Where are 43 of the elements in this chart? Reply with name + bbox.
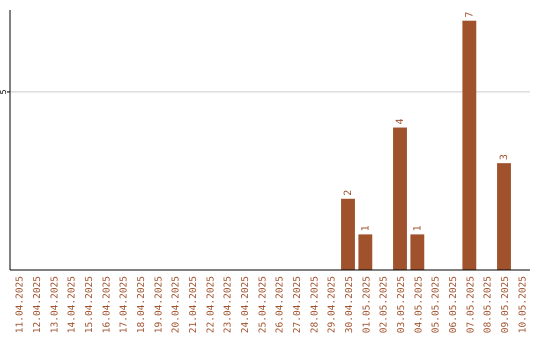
x-tick-label: 20.04.2025 bbox=[170, 276, 182, 334]
data-label: 1 bbox=[360, 225, 372, 232]
x-tick-label: 29.04.2025 bbox=[326, 276, 338, 334]
x-tick-label: 21.04.2025 bbox=[188, 276, 199, 334]
x-tick-label: 18.04.2025 bbox=[136, 276, 147, 334]
x-tick-label: 01.05.2025 bbox=[361, 276, 372, 334]
y-tick-label: 5 bbox=[0, 89, 8, 94]
bar bbox=[410, 234, 424, 270]
x-tick-label: 25.04.2025 bbox=[257, 276, 268, 334]
x-tick-label: 02.05.2025 bbox=[378, 276, 390, 334]
bar bbox=[497, 163, 511, 270]
x-tick-label: 28.04.2025 bbox=[309, 276, 320, 334]
x-tick-label: 08.05.2025 bbox=[482, 276, 494, 334]
x-tick-label: 07.05.2025 bbox=[465, 276, 476, 334]
x-tick-label: 12.04.2025 bbox=[32, 276, 43, 334]
x-tick-label: 14.04.2025 bbox=[66, 276, 78, 334]
data-label: 3 bbox=[499, 154, 510, 160]
x-tick-label: 26.04.2025 bbox=[274, 276, 286, 334]
x-tick-label: 27.04.2025 bbox=[292, 276, 303, 334]
x-tick-label: 17.04.2025 bbox=[118, 276, 130, 334]
bar bbox=[341, 198, 355, 270]
bar bbox=[358, 234, 372, 270]
x-tick-label: 24.04.2025 bbox=[240, 276, 251, 334]
x-tick-label: 06.05.2025 bbox=[448, 276, 459, 334]
data-label: 1 bbox=[412, 225, 424, 232]
x-tick-label: 11.04.2025 bbox=[14, 276, 26, 334]
bar bbox=[462, 20, 476, 270]
x-tick-label: 13.04.2025 bbox=[49, 276, 60, 334]
data-label: 4 bbox=[395, 118, 406, 125]
x-tick-label: 09.05.2025 bbox=[500, 276, 511, 334]
bar bbox=[393, 128, 407, 270]
x-tick-label: 16.04.2025 bbox=[101, 276, 112, 334]
x-tick-label: 22.04.2025 bbox=[205, 276, 216, 334]
x-tick-label: 03.05.2025 bbox=[396, 276, 407, 334]
x-tick-label: 05.05.2025 bbox=[430, 276, 442, 334]
x-tick-label: 15.04.2025 bbox=[84, 276, 95, 334]
data-label: 7 bbox=[464, 12, 476, 18]
x-tick-label: 04.05.2025 bbox=[413, 276, 424, 334]
x-tick-label: 30.04.2025 bbox=[344, 276, 355, 334]
data-label: 2 bbox=[343, 190, 354, 196]
x-tick-label: 19.04.2025 bbox=[153, 276, 164, 334]
x-tick-label: 10.05.2025 bbox=[517, 276, 528, 334]
x-tick-label: 23.04.2025 bbox=[222, 276, 234, 334]
